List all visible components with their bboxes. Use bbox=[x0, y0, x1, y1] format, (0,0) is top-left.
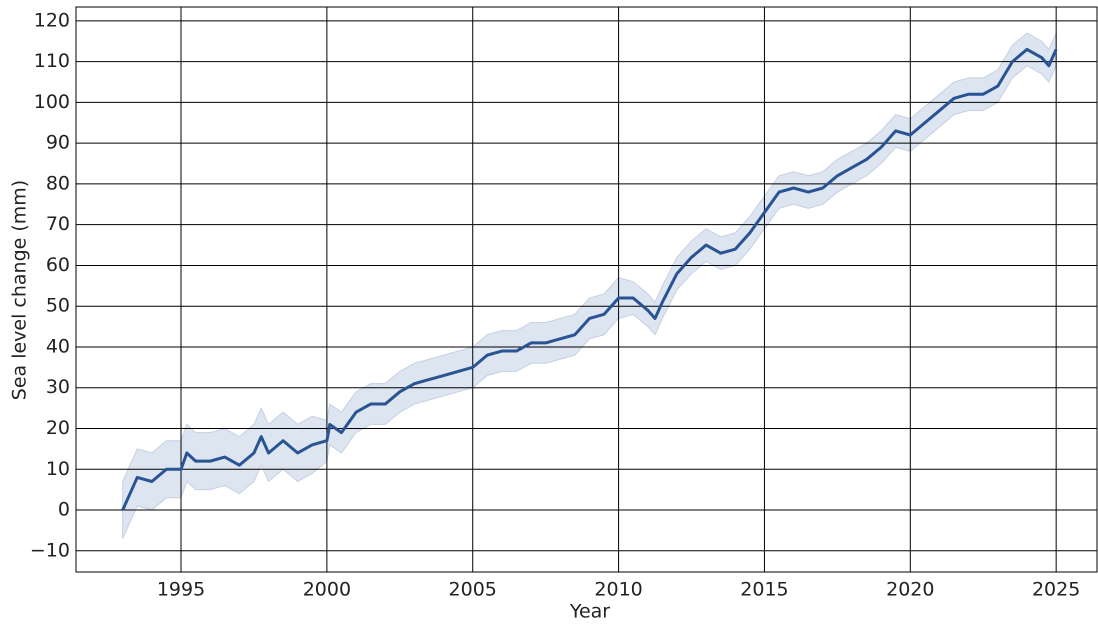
y-tick-label: 80 bbox=[46, 172, 70, 194]
y-tick-label: 100 bbox=[34, 91, 70, 113]
x-tick-label: 2010 bbox=[594, 579, 642, 601]
y-tick-label: 90 bbox=[46, 132, 70, 154]
uncertainty-band bbox=[122, 32, 1057, 539]
y-tick-label: 10 bbox=[46, 458, 70, 480]
y-tick-label: 60 bbox=[46, 254, 70, 276]
x-tick-label: 2025 bbox=[1032, 579, 1080, 601]
y-tick-label: −10 bbox=[30, 539, 70, 561]
y-tick-label: 40 bbox=[46, 335, 70, 357]
y-tick-label: 30 bbox=[46, 376, 70, 398]
y-tick-label: 110 bbox=[34, 50, 70, 72]
line bbox=[121, 47, 1058, 511]
plot-frame bbox=[75, 6, 1098, 573]
y-tick-label: 0 bbox=[58, 499, 70, 521]
x-tick-label: 2020 bbox=[886, 579, 934, 601]
y-tick-label: 70 bbox=[46, 213, 70, 235]
x-tick-label: 1995 bbox=[157, 579, 205, 601]
y-tick-label: 20 bbox=[46, 417, 70, 439]
y-tick-label: 50 bbox=[46, 295, 70, 317]
x-tick-label: 2005 bbox=[449, 579, 497, 601]
x-axis-label: Year bbox=[569, 601, 610, 623]
y-tick-label: 120 bbox=[34, 9, 70, 31]
y-axis-label: Sea level change (mm) bbox=[9, 180, 31, 400]
x-tick-label: 2000 bbox=[303, 579, 351, 601]
x-tick-label: 2015 bbox=[740, 579, 788, 601]
